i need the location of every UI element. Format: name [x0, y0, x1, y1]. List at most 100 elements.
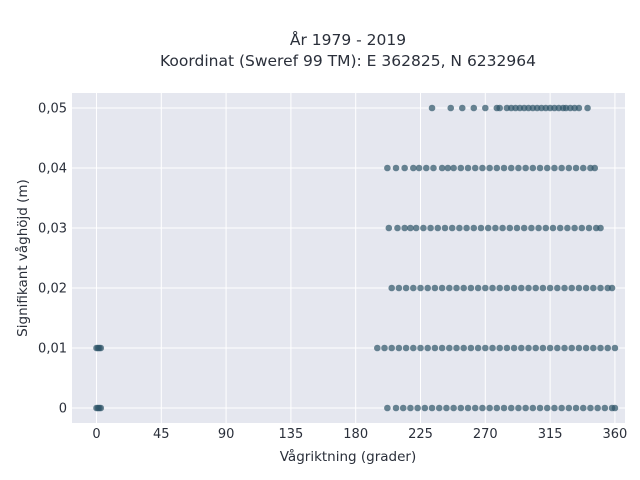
- y-tick-label: 0,03: [38, 222, 67, 237]
- scatter-point: [381, 344, 388, 352]
- scatter-point: [568, 344, 576, 352]
- scatter-point: [417, 344, 424, 352]
- scatter-point: [464, 164, 472, 172]
- scatter-point: [410, 164, 417, 172]
- chart-title-line2: Koordinat (Sweref 99 TM): E 362825, N 62…: [160, 52, 536, 70]
- scatter-point: [565, 404, 573, 412]
- scatter-point: [446, 344, 453, 352]
- scatter-point: [441, 224, 449, 232]
- scatter-point: [503, 284, 511, 292]
- scatter-point: [597, 284, 604, 292]
- scatter-point: [395, 344, 403, 352]
- scatter-point: [395, 284, 403, 292]
- x-tick-label: 225: [408, 427, 433, 442]
- scatter-point: [430, 164, 437, 172]
- scatter-point: [428, 404, 436, 412]
- scatter-point: [554, 284, 561, 292]
- scatter-point: [575, 104, 583, 112]
- scatter-point: [604, 344, 612, 352]
- scatter-point: [608, 284, 616, 292]
- scatter-point: [561, 284, 568, 292]
- scatter-point: [549, 224, 557, 232]
- scatter-point: [496, 104, 504, 112]
- scatter-point: [457, 404, 465, 412]
- scatter-point: [450, 404, 457, 412]
- scatter-point: [536, 164, 544, 172]
- scatter-point: [561, 344, 568, 352]
- scatter-point: [450, 164, 457, 172]
- scatter-point: [564, 224, 571, 232]
- scatter-point: [402, 284, 410, 292]
- scatter-point: [565, 164, 573, 172]
- scatter-point: [591, 164, 599, 172]
- scatter-point: [467, 284, 475, 292]
- scatter-point: [551, 164, 558, 172]
- scatter-point: [486, 164, 493, 172]
- x-tick-label: 45: [153, 427, 170, 442]
- scatter-point: [457, 164, 465, 172]
- scatter-point: [506, 224, 514, 232]
- scatter-point: [385, 224, 393, 232]
- scatter-point: [489, 344, 496, 352]
- scatter-point: [597, 224, 604, 232]
- scatter-point: [594, 404, 601, 412]
- scatter-point: [528, 224, 535, 232]
- scatter-point: [486, 404, 493, 412]
- scatter-point: [460, 344, 468, 352]
- scatter-point: [584, 104, 591, 112]
- scatter-point: [575, 344, 583, 352]
- scatter-point: [479, 164, 486, 172]
- scatter-point: [392, 404, 400, 412]
- scatter-point: [496, 344, 504, 352]
- scatter-point: [384, 404, 391, 412]
- scatter-point: [453, 284, 460, 292]
- scatter-point: [578, 224, 586, 232]
- scatter-point: [572, 404, 580, 412]
- scatter-point: [424, 344, 432, 352]
- scatter-point: [532, 344, 540, 352]
- scatter-point: [401, 224, 408, 232]
- scatter-point: [427, 224, 434, 232]
- scatter-point: [546, 284, 554, 292]
- scatter-point: [407, 224, 414, 232]
- scatter-point: [417, 284, 424, 292]
- scatter-point: [520, 224, 528, 232]
- scatter-point: [535, 224, 542, 232]
- y-tick-label: 0,01: [38, 342, 67, 357]
- scatter-point: [579, 164, 587, 172]
- scatter-point: [546, 344, 554, 352]
- scatter-point: [551, 404, 558, 412]
- scatter-point: [484, 224, 492, 232]
- scatter-point: [579, 404, 587, 412]
- scatter-point: [489, 284, 496, 292]
- scatter-point: [474, 284, 482, 292]
- scatter-point: [438, 344, 446, 352]
- scatter-point: [394, 224, 401, 232]
- scatter-point: [477, 224, 485, 232]
- scatter-point: [496, 284, 504, 292]
- scatter-point: [518, 284, 525, 292]
- scatter-point: [97, 344, 105, 352]
- x-axis-label: Vågriktning (grader): [280, 448, 417, 465]
- scatter-point: [97, 404, 105, 412]
- scatter-point: [460, 284, 468, 292]
- scatter-point: [590, 284, 597, 292]
- scatter-point: [410, 284, 417, 292]
- scatter-point: [556, 224, 564, 232]
- scatter-point: [558, 404, 565, 412]
- scatter-point: [471, 404, 479, 412]
- scatter-point: [510, 284, 518, 292]
- scatter-point: [428, 104, 436, 112]
- scatter-point: [507, 404, 515, 412]
- scatter-point: [420, 224, 427, 232]
- scatter-point: [407, 404, 414, 412]
- scatter-point: [438, 164, 446, 172]
- scatter-point: [384, 164, 391, 172]
- scatter-point: [503, 344, 511, 352]
- scatter-point: [388, 284, 396, 292]
- scatter-point: [402, 344, 410, 352]
- scatter-point: [510, 344, 518, 352]
- scatter-point: [431, 344, 439, 352]
- scatter-point: [401, 164, 408, 172]
- scatter-point: [539, 284, 547, 292]
